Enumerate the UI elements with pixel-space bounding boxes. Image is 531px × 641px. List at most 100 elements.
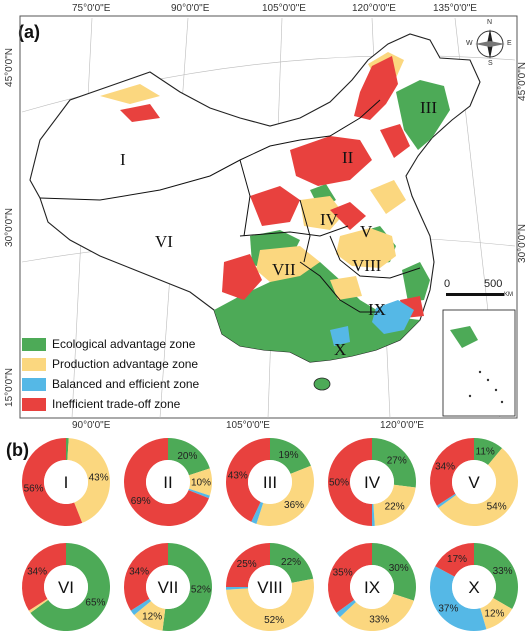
donut-label-VIII-3: 25% xyxy=(237,559,257,570)
zone-label-i: I xyxy=(120,150,126,169)
donut-label-X-0: 33% xyxy=(493,566,513,577)
compass-e: E xyxy=(507,40,512,47)
donut-slice-IV-0 xyxy=(372,438,416,488)
donut-label-II-0: 20% xyxy=(177,451,197,462)
donut-slice-VII-1 xyxy=(134,601,166,631)
inset-land xyxy=(450,326,478,348)
donut-title-VII: VII xyxy=(158,578,179,597)
donut-slice-I-1 xyxy=(67,438,110,523)
donut-slice-III-1 xyxy=(256,465,314,526)
donut-title-I: I xyxy=(64,473,69,492)
donut-zone-IX: 30% 33% 35% IX xyxy=(328,543,417,631)
donut-label-IX-1: 33% xyxy=(369,615,389,626)
donut-label-VI-0: 65% xyxy=(85,597,105,608)
donut-title-VIII: VIII xyxy=(257,578,283,597)
donut-slice-X-0 xyxy=(474,543,518,609)
donut-slice-VIII-1 xyxy=(226,578,314,631)
lon-label-top-120: 120°0'0"E xyxy=(352,3,396,14)
donut-hole-II xyxy=(146,460,190,504)
legend-label-production: Production advantage zone xyxy=(52,357,199,371)
zone-label-ix: IX xyxy=(368,300,386,319)
zone-label-x: X xyxy=(334,340,347,359)
donut-slice-VIII-3 xyxy=(226,543,270,587)
legend-swatch-balanced xyxy=(22,377,46,391)
donut-slice-V-0 xyxy=(474,438,503,466)
donut-zone-IV: 27% 22% 50% IV xyxy=(328,438,416,526)
donut-slice-V-3 xyxy=(430,438,474,506)
zone-boundaries xyxy=(39,99,421,313)
legend-label-balanced: Balanced and efficient zone xyxy=(52,377,200,391)
donut-zone-VII: 52% 12% 34% VII xyxy=(124,543,213,631)
zone-label-iv: IV xyxy=(320,210,338,229)
zone-donut-charts: 43% 56% I 20% 10% 69% II 19% 36% 43% III 27% 22% 50% I… xyxy=(21,438,519,631)
map-legend: Ecological advantage zone Production adv… xyxy=(22,334,248,418)
donut-zone-III: 19% 36% 43% III xyxy=(226,438,314,526)
china-zone-map xyxy=(19,15,518,419)
donut-label-X-3: 17% xyxy=(447,554,467,565)
donut-label-VIII-1: 52% xyxy=(264,615,284,626)
donut-title-III: III xyxy=(263,473,277,492)
donut-slice-VII-3 xyxy=(124,543,168,611)
legend-label-ecological: Ecological advantage zone xyxy=(52,337,196,351)
legend-item-production: Production advantage zone xyxy=(22,354,248,374)
donut-hole-IX xyxy=(350,565,394,609)
donut-slice-III-0 xyxy=(270,438,311,474)
compass-s: S xyxy=(488,60,493,67)
zone-label-iii: III xyxy=(420,98,437,117)
donut-slice-X-2 xyxy=(429,566,487,631)
donut-hole-III xyxy=(248,460,292,504)
donut-title-II: II xyxy=(163,473,172,492)
donut-slice-I-0 xyxy=(66,438,69,461)
donut-label-IX-3: 35% xyxy=(333,568,353,579)
donut-hole-VI xyxy=(44,565,88,609)
donut-label-IX-0: 30% xyxy=(389,563,409,574)
donut-slice-II-0 xyxy=(168,438,210,476)
donut-label-VII-0: 52% xyxy=(191,585,211,596)
donut-label-III-0: 19% xyxy=(279,450,299,461)
panel-a-label: (a) xyxy=(18,22,40,42)
donut-slice-IX-2 xyxy=(336,599,356,618)
lon-label-top-135: 135°0'0"E xyxy=(433,3,477,14)
donut-slice-IX-3 xyxy=(328,543,372,613)
donut-slice-X-1 xyxy=(480,598,513,630)
donut-slice-VI-0 xyxy=(30,543,110,631)
donut-slice-V-1 xyxy=(438,448,519,526)
donut-label-VII-3: 34% xyxy=(129,567,149,578)
donut-title-IX: IX xyxy=(364,578,380,597)
lon-label-top-105: 105°0'0"E xyxy=(262,3,306,14)
donut-title-V: V xyxy=(468,473,480,492)
donut-label-III-1: 36% xyxy=(284,500,304,511)
zone-label-ii: II xyxy=(342,148,354,167)
donut-label-VIII-0: 22% xyxy=(281,557,301,568)
donut-slice-II-3 xyxy=(124,438,209,526)
donut-label-VI-3: 34% xyxy=(27,567,47,578)
map-frame xyxy=(19,15,518,419)
donut-hole-IV xyxy=(350,460,394,504)
legend-label-inefficient: Inefficient trade-off zone xyxy=(52,397,181,411)
donut-slice-II-2 xyxy=(188,488,210,499)
donut-zone-II: 20% 10% 69% II xyxy=(124,438,212,526)
zone-label-vii: VII xyxy=(272,260,296,279)
donut-zone-V: 11% 54% 34% V xyxy=(430,438,519,526)
hainan-island xyxy=(313,377,331,391)
donut-label-V-1: 54% xyxy=(487,502,507,513)
donut-label-III-3: 43% xyxy=(228,470,248,481)
donut-slice-X-3 xyxy=(435,543,474,577)
donut-label-IV-0: 27% xyxy=(387,456,407,467)
donut-slice-VIII-2 xyxy=(226,587,249,590)
legend-item-ecological: Ecological advantage zone xyxy=(22,334,248,354)
zone-label-viii: VIII xyxy=(352,256,382,275)
compass-n: N xyxy=(487,19,493,26)
lon-label-top-75: 75°0'0"E xyxy=(72,3,111,14)
south-china-sea-inset xyxy=(442,309,516,417)
donut-zone-VIII: 22% 52% 25%VIII xyxy=(226,543,314,631)
scale-bar: 0 500 KM xyxy=(444,278,514,308)
donut-label-X-1: 12% xyxy=(484,608,504,619)
legend-item-balanced: Balanced and efficient zone xyxy=(22,374,248,394)
lon-label-bottom-120: 120°0'0"E xyxy=(380,420,424,431)
donut-label-II-3: 69% xyxy=(131,496,151,507)
donut-slice-V-2 xyxy=(436,493,457,508)
donut-slice-III-3 xyxy=(226,438,270,522)
donut-label-I-3: 56% xyxy=(24,484,44,495)
donut-slice-VIII-0 xyxy=(270,543,314,583)
